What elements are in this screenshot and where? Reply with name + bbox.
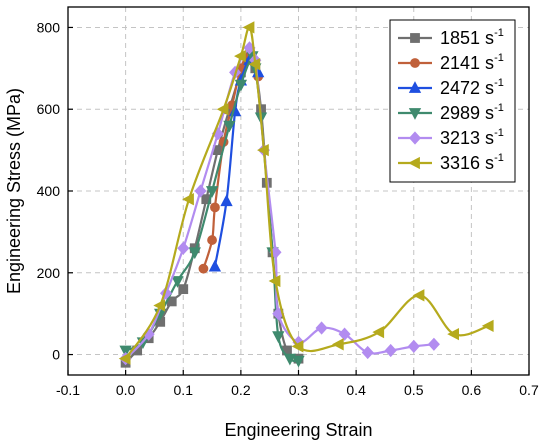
data-point-3316 bbox=[242, 21, 255, 34]
legend-label: 3316 s-1 bbox=[440, 152, 504, 173]
x-tick-label: 0.2 bbox=[231, 382, 251, 398]
x-tick-label: 0.4 bbox=[346, 382, 366, 398]
data-point-1851 bbox=[178, 284, 189, 295]
legend-item-2472: 2472 s-1 bbox=[398, 77, 504, 98]
x-tick-label: 0.5 bbox=[404, 382, 424, 398]
x-tick-label: -0.1 bbox=[56, 382, 80, 398]
x-tick-label: 0.7 bbox=[519, 382, 539, 398]
x-axis-title: Engineering Strain bbox=[224, 420, 372, 440]
legend-item-3213: 3213 s-1 bbox=[398, 127, 504, 148]
axis-ticks: -0.1 0.0 0.1 0.2 0.3 0.4 0.5 0.6 0.7 0 200 400 600 80… bbox=[37, 19, 539, 398]
y-tick-label: 400 bbox=[37, 183, 61, 199]
data-point-2989 bbox=[234, 79, 248, 92]
legend-label: 1851 s-1 bbox=[440, 27, 504, 48]
data-point-3316 bbox=[118, 352, 131, 365]
data-point-2989 bbox=[188, 247, 201, 260]
data-point-3213 bbox=[407, 339, 420, 353]
data-point-2989 bbox=[272, 331, 285, 344]
data-point-3213 bbox=[361, 345, 374, 360]
data-point-2989 bbox=[292, 355, 305, 368]
legend-marker bbox=[408, 81, 422, 93]
y-axis-title: Engineering Stress (MPa) bbox=[4, 88, 24, 294]
legend: 1851 s-1 2141 s-1 2472 s-1 2989 s-1 3213 s-1… bbox=[389, 19, 516, 183]
data-point-3316 bbox=[182, 193, 194, 206]
y-tick-label: 800 bbox=[37, 19, 61, 35]
data-point-3316 bbox=[216, 103, 229, 116]
data-point-3316 bbox=[372, 325, 385, 339]
data-point-2472 bbox=[220, 194, 233, 207]
y-tick-label: 0 bbox=[52, 347, 60, 363]
data-point-2989 bbox=[171, 276, 184, 288]
y-tick-label: 600 bbox=[37, 101, 61, 117]
data-point-2141 bbox=[207, 235, 217, 245]
data-point-2141 bbox=[198, 263, 209, 274]
data-point-2989 bbox=[119, 345, 132, 358]
legend-item-3316: 3316 s-1 bbox=[398, 152, 504, 173]
grid-lines bbox=[68, 7, 529, 375]
legend-marker bbox=[408, 131, 422, 145]
data-point-3316 bbox=[248, 58, 261, 71]
series-layer bbox=[118, 21, 494, 368]
series-line-3316 bbox=[124, 26, 490, 360]
legend-item-1851: 1851 s-1 bbox=[398, 27, 504, 48]
data-point-3213 bbox=[427, 337, 440, 351]
legend-label: 2989 s-1 bbox=[440, 102, 504, 123]
legend-item-2141: 2141 s-1 bbox=[398, 52, 504, 73]
data-point-3316 bbox=[291, 340, 304, 353]
data-point-3213 bbox=[384, 343, 397, 358]
data-point-3213 bbox=[338, 327, 351, 341]
legend-marker bbox=[408, 108, 422, 120]
legend-label: 2472 s-1 bbox=[440, 77, 504, 98]
legend-marker bbox=[408, 156, 420, 170]
data-point-2989 bbox=[283, 353, 297, 366]
data-point-3316 bbox=[481, 319, 494, 333]
series-3316 bbox=[118, 21, 494, 365]
data-point-3213 bbox=[194, 184, 207, 198]
x-tick-label: 0.1 bbox=[174, 382, 194, 398]
y-tick-label: 200 bbox=[37, 265, 61, 281]
legend-item-2989: 2989 s-1 bbox=[398, 102, 504, 123]
data-point-3316 bbox=[447, 327, 460, 341]
x-tick-label: 0.3 bbox=[289, 382, 309, 398]
data-point-3316 bbox=[257, 143, 269, 157]
data-point-3213 bbox=[177, 241, 190, 255]
data-point-3316 bbox=[268, 274, 281, 288]
data-point-3316 bbox=[412, 289, 425, 302]
data-point-3213 bbox=[315, 321, 328, 335]
legend-marker bbox=[410, 33, 420, 43]
data-point-3316 bbox=[331, 338, 344, 351]
data-point-2989 bbox=[205, 186, 219, 198]
data-point-2989 bbox=[223, 120, 236, 133]
legend-box bbox=[389, 19, 516, 183]
x-tick-label: 0.0 bbox=[116, 382, 136, 398]
x-tick-label: 0.6 bbox=[462, 382, 482, 398]
data-point-2472 bbox=[208, 259, 222, 272]
legend-marker bbox=[410, 58, 420, 68]
data-point-3316 bbox=[153, 299, 166, 312]
data-point-3316 bbox=[234, 49, 246, 63]
data-point-2141 bbox=[210, 202, 220, 213]
legend-label: 3213 s-1 bbox=[440, 127, 504, 148]
legend-label: 2141 s-1 bbox=[440, 52, 504, 73]
